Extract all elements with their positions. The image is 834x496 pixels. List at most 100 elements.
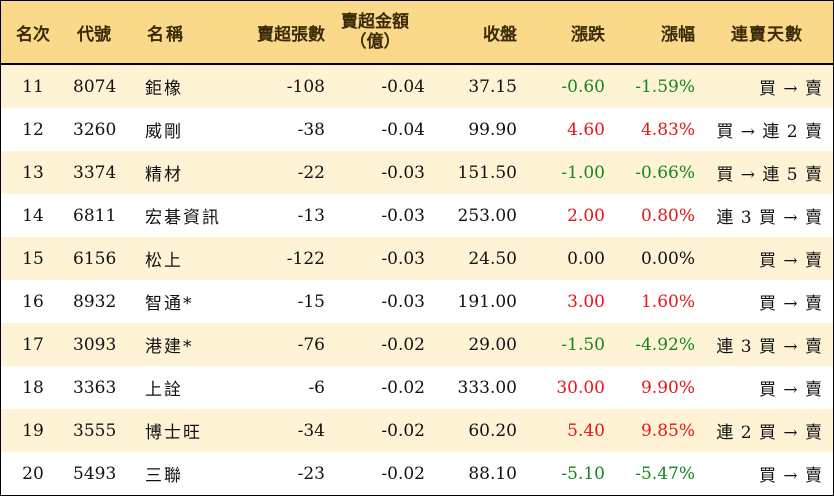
cell-sell-lots: -23 <box>297 463 325 484</box>
cell-change: 4.60 <box>567 119 605 140</box>
cell-close: 151.50 <box>457 162 517 183</box>
cell-rank: 19 <box>22 420 44 441</box>
cell-name: 威剛 <box>145 122 183 142</box>
cell-sell-days: 買 → 賣 <box>758 79 823 99</box>
cell-rank: 16 <box>22 291 44 312</box>
cell-sell-days: 買 → 賣 <box>758 294 823 314</box>
cell-change-pct: 9.90% <box>640 377 695 398</box>
cell-sell-days: 連 3 買 → 賣 <box>716 208 823 228</box>
header-change-pct[interactable]: 漲幅 <box>661 24 695 45</box>
header-code[interactable]: 代號 <box>77 24 111 45</box>
cell-code: 3260 <box>73 119 117 140</box>
cell-name: 宏碁資訊 <box>145 208 221 228</box>
table-row[interactable]: 18 3363 上詮 -6 -0.02 333.00 30.00 9.90% 買 → 賣 <box>1 366 833 409</box>
cell-close: 24.50 <box>468 248 517 269</box>
cell-rank: 17 <box>22 334 44 355</box>
cell-change-pct: 9.85% <box>640 420 695 441</box>
table-row[interactable]: 13 3374 精材 -22 -0.03 151.50 -1.00 -0.66% 買 → 連 5… <box>1 151 833 194</box>
cell-sell-lots: -76 <box>297 334 325 355</box>
cell-change: -5.10 <box>561 463 605 484</box>
header-change[interactable]: 漲跌 <box>571 24 605 45</box>
table-row[interactable]: 16 8932 智通* -15 -0.03 191.00 3.00 1.60% 買 → 賣 <box>1 280 833 323</box>
cell-sell-amount: -0.04 <box>381 76 425 97</box>
cell-name: 上詮 <box>145 380 183 400</box>
cell-name: 鉅橡 <box>145 79 183 99</box>
cell-sell-amount: -0.03 <box>381 205 425 226</box>
cell-sell-days: 買 → 連 2 賣 <box>716 122 823 142</box>
cell-close: 60.20 <box>468 420 517 441</box>
header-sell-days[interactable]: 連賣天數 <box>731 24 803 45</box>
cell-sell-days: 買 → 賣 <box>758 466 823 486</box>
cell-sell-lots: -108 <box>286 76 325 97</box>
cell-close: 37.15 <box>468 76 517 97</box>
cell-code: 8932 <box>73 291 117 312</box>
cell-sell-lots: -122 <box>286 248 325 269</box>
cell-sell-amount: -0.02 <box>381 334 425 355</box>
table-row[interactable]: 17 3093 港建* -76 -0.02 29.00 -1.50 -4.92% 連 3 買 →… <box>1 323 833 366</box>
header-sell-lots[interactable]: 賣超張數 <box>257 24 325 45</box>
cell-sell-lots: -15 <box>297 291 325 312</box>
cell-sell-days: 買 → 賣 <box>758 251 823 271</box>
cell-sell-amount: -0.02 <box>381 377 425 398</box>
cell-change-pct: -0.66% <box>635 162 695 183</box>
cell-change: 5.40 <box>567 420 605 441</box>
cell-sell-amount: -0.03 <box>381 291 425 312</box>
table-row[interactable]: 15 6156 松上 -122 -0.03 24.50 0.00 0.00% 買 → 賣 <box>1 237 833 280</box>
cell-close: 99.90 <box>468 119 517 140</box>
cell-rank: 12 <box>22 119 44 140</box>
cell-change: -1.00 <box>561 162 605 183</box>
cell-change: -0.60 <box>561 76 605 97</box>
cell-code: 3555 <box>73 420 117 441</box>
cell-sell-amount: -0.04 <box>381 119 425 140</box>
cell-sell-lots: -6 <box>308 377 325 398</box>
cell-sell-lots: -22 <box>297 162 325 183</box>
cell-rank: 18 <box>22 377 44 398</box>
cell-close: 88.10 <box>468 463 517 484</box>
cell-sell-days: 連 3 買 → 賣 <box>716 337 823 357</box>
cell-name: 智通* <box>145 294 194 314</box>
table-row[interactable]: 12 3260 威剛 -38 -0.04 99.90 4.60 4.83% 買 → 連 2 賣 <box>1 108 833 151</box>
header-sell-amount[interactable]: 賣超金額 （億） <box>325 1 425 63</box>
cell-name: 松上 <box>145 251 183 271</box>
header-close[interactable]: 收盤 <box>483 24 517 45</box>
cell-change: 0.00 <box>567 248 605 269</box>
cell-rank: 13 <box>22 162 44 183</box>
cell-change-pct: 0.00% <box>640 248 695 269</box>
cell-sell-lots: -38 <box>297 119 325 140</box>
cell-close: 29.00 <box>468 334 517 355</box>
header-name[interactable]: 名稱 <box>147 24 185 45</box>
cell-name: 博士旺 <box>145 423 202 443</box>
cell-code: 8074 <box>73 76 117 97</box>
cell-change-pct: 4.83% <box>640 119 695 140</box>
cell-sell-amount: -0.03 <box>381 248 425 269</box>
table-row[interactable]: 14 6811 宏碁資訊 -13 -0.03 253.00 2.00 0.80% 連 3 買 →… <box>1 194 833 237</box>
cell-code: 6156 <box>73 248 117 269</box>
cell-name: 三聯 <box>145 466 183 486</box>
header-rank[interactable]: 名次 <box>16 24 50 45</box>
cell-change: 2.00 <box>567 205 605 226</box>
cell-change: 30.00 <box>556 377 605 398</box>
cell-code: 3374 <box>73 162 117 183</box>
table-row[interactable]: 20 5493 三聯 -23 -0.02 88.10 -5.10 -5.47% 買 → 賣 <box>1 452 833 495</box>
cell-change-pct: -1.59% <box>635 76 695 97</box>
cell-rank: 15 <box>22 248 44 269</box>
cell-sell-days: 買 → 賣 <box>758 380 823 400</box>
cell-change: 3.00 <box>567 291 605 312</box>
cell-code: 5493 <box>73 463 117 484</box>
cell-code: 3093 <box>73 334 117 355</box>
cell-close: 253.00 <box>457 205 517 226</box>
table-row[interactable]: 19 3555 博士旺 -34 -0.02 60.20 5.40 9.85% 連 2 買 → 賣 <box>1 409 833 452</box>
cell-rank: 20 <box>22 463 44 484</box>
cell-sell-lots: -34 <box>297 420 325 441</box>
cell-code: 6811 <box>73 205 117 226</box>
header-sell-amount-line1: 賣超金額 <box>341 12 409 32</box>
cell-change-pct: -5.47% <box>635 463 695 484</box>
table-row[interactable]: 11 8074 鉅橡 -108 -0.04 37.15 -0.60 -1.59% 買 → 賣 <box>1 65 833 108</box>
cell-name: 精材 <box>145 165 183 185</box>
header-sell-amount-unit: （億） <box>349 32 401 52</box>
cell-rank: 14 <box>22 205 44 226</box>
cell-change-pct: 0.80% <box>640 205 695 226</box>
cell-sell-amount: -0.03 <box>381 162 425 183</box>
cell-sell-days: 買 → 連 5 賣 <box>716 165 823 185</box>
